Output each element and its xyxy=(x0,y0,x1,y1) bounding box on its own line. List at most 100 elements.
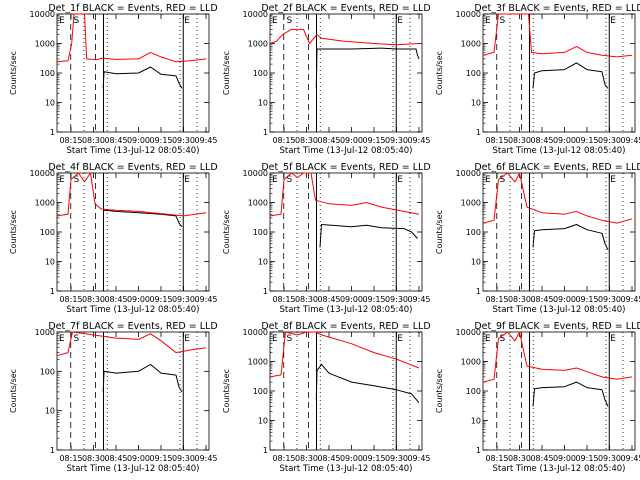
detector-panel: Det_9f BLACK = Events, RED = LLD 1 10 100 10… xyxy=(435,321,640,474)
x-tick-label: 08:15 xyxy=(59,295,82,304)
x-tick-label: 09:15 xyxy=(149,295,172,304)
series-line xyxy=(103,209,183,228)
x-tick-label: 08:45 xyxy=(317,454,340,463)
region-mark: S xyxy=(287,334,293,344)
x-tick-label: 09:45 xyxy=(407,454,430,463)
y-tick-label: 1000 xyxy=(35,199,55,208)
x-tick-label: 08:30 xyxy=(508,295,531,304)
series-line xyxy=(315,47,420,89)
x-tick-label: 09:15 xyxy=(575,136,598,145)
x-tick-label: 08:45 xyxy=(104,295,127,304)
y-tick-label: 10 xyxy=(258,258,268,267)
y-tick-label: 10 xyxy=(471,258,481,267)
y-tick-label: 10 xyxy=(471,417,481,426)
y-tick-label: 1 xyxy=(50,287,55,296)
x-tick-label: 08:15 xyxy=(272,454,295,463)
x-tick-label: 08:45 xyxy=(530,295,553,304)
region-mark: E xyxy=(59,334,65,344)
x-tick-label: 09:30 xyxy=(172,454,195,463)
plot-frame xyxy=(56,331,210,451)
x-axis-title: Start Time (13-Jul-12 08:05:40) xyxy=(280,146,413,156)
x-tick-label: 08:30 xyxy=(82,295,105,304)
y-tick-label: 100 xyxy=(466,387,481,396)
y-tick-label: 10000 xyxy=(30,10,55,19)
x-tick-label: 09:00 xyxy=(340,136,363,145)
region-mark: S xyxy=(74,334,80,344)
series-line xyxy=(532,224,609,251)
region-mark: E xyxy=(184,16,190,26)
x-tick-label: 09:30 xyxy=(598,136,621,145)
x-tick-label: 09:30 xyxy=(172,136,195,145)
y-tick-label: 10000 xyxy=(243,10,268,19)
y-tick-label: 1000 xyxy=(248,199,268,208)
x-tick-label: 08:30 xyxy=(82,454,105,463)
y-axis-title: Counts/sec xyxy=(222,210,231,254)
series-line xyxy=(482,172,633,224)
y-tick-label: 1 xyxy=(263,446,268,455)
x-tick-label: 09:45 xyxy=(620,295,640,304)
series-line xyxy=(482,331,633,383)
y-tick-label: 100 xyxy=(466,69,481,78)
x-tick-label: 08:45 xyxy=(104,136,127,145)
region-mark: E xyxy=(485,16,491,26)
x-tick-label: 08:45 xyxy=(530,454,553,463)
plot-frame xyxy=(482,13,636,133)
x-axis-title: Start Time (13-Jul-12 08:05:40) xyxy=(493,305,626,315)
region-mark: S xyxy=(500,175,506,185)
series-line xyxy=(482,13,633,58)
panel-title: Det_1f BLACK = Events, RED = LLD xyxy=(48,3,217,14)
panel-title: Det_3f BLACK = Events, RED = LLD xyxy=(474,3,640,14)
x-axis-title: Start Time (13-Jul-12 08:05:40) xyxy=(493,146,626,156)
x-tick-label: 08:15 xyxy=(272,136,295,145)
series-line xyxy=(532,381,609,407)
region-mark: E xyxy=(485,175,491,185)
region-mark: S xyxy=(74,16,80,26)
y-axis-title: Counts/sec xyxy=(222,369,231,413)
y-tick-label: 1000 xyxy=(35,40,55,49)
series-line xyxy=(269,172,420,217)
detector-panel: Det_8f BLACK = Events, RED = LLD 1 10 100 10… xyxy=(222,321,431,474)
x-tick-label: 08:45 xyxy=(530,136,553,145)
region-mark: E xyxy=(184,175,190,185)
x-tick-label: 09:00 xyxy=(553,295,576,304)
x-tick-label: 08:15 xyxy=(485,295,508,304)
y-tick-label: 1 xyxy=(263,287,268,296)
x-tick-label: 09:15 xyxy=(362,136,385,145)
x-tick-label: 09:15 xyxy=(149,454,172,463)
x-tick-label: 08:30 xyxy=(508,136,531,145)
y-tick-label: 1 xyxy=(263,128,268,137)
x-tick-label: 09:30 xyxy=(172,295,195,304)
x-tick-label: 09:45 xyxy=(620,454,640,463)
x-tick-label: 09:00 xyxy=(127,454,150,463)
x-tick-label: 09:00 xyxy=(127,136,150,145)
x-axis-title: Start Time (13-Jul-12 08:05:40) xyxy=(67,464,200,474)
region-mark: E xyxy=(610,175,616,185)
x-tick-label: 09:45 xyxy=(194,295,217,304)
region-mark: E xyxy=(59,16,65,26)
detector-panel: Det_5f BLACK = Events, RED = LLD 1 10 100 10… xyxy=(222,162,431,315)
x-tick-label: 08:30 xyxy=(295,454,318,463)
detector-panel: Det_1f BLACK = Events, RED = LLD 1 10 100 10… xyxy=(9,3,218,156)
x-tick-label: 08:30 xyxy=(508,454,531,463)
plot-frame xyxy=(56,172,210,292)
region-mark: E xyxy=(397,16,403,26)
x-tick-label: 09:15 xyxy=(575,295,598,304)
series-line xyxy=(56,13,207,63)
y-tick-label: 10 xyxy=(45,99,55,108)
x-tick-label: 08:30 xyxy=(295,136,318,145)
x-axis-title: Start Time (13-Jul-12 08:05:40) xyxy=(280,305,413,315)
series-line xyxy=(269,331,420,378)
region-mark: E xyxy=(59,175,65,185)
region-mark: E xyxy=(610,16,616,26)
series-line xyxy=(56,172,207,217)
x-tick-label: 08:45 xyxy=(104,454,127,463)
y-tick-label: 100 xyxy=(253,69,268,78)
x-tick-label: 09:00 xyxy=(340,295,363,304)
x-axis-title: Start Time (13-Jul-12 08:05:40) xyxy=(280,464,413,474)
detector-panel: Det_3f BLACK = Events, RED = LLD 1 10 100 10… xyxy=(435,3,640,156)
x-tick-label: 09:15 xyxy=(362,454,385,463)
y-axis-title: Counts/sec xyxy=(9,210,18,254)
x-tick-label: 09:15 xyxy=(362,295,385,304)
x-tick-label: 09:45 xyxy=(407,136,430,145)
detector-panel: Det_2f BLACK = Events, RED = LLD 1 10 100 10… xyxy=(222,3,431,156)
